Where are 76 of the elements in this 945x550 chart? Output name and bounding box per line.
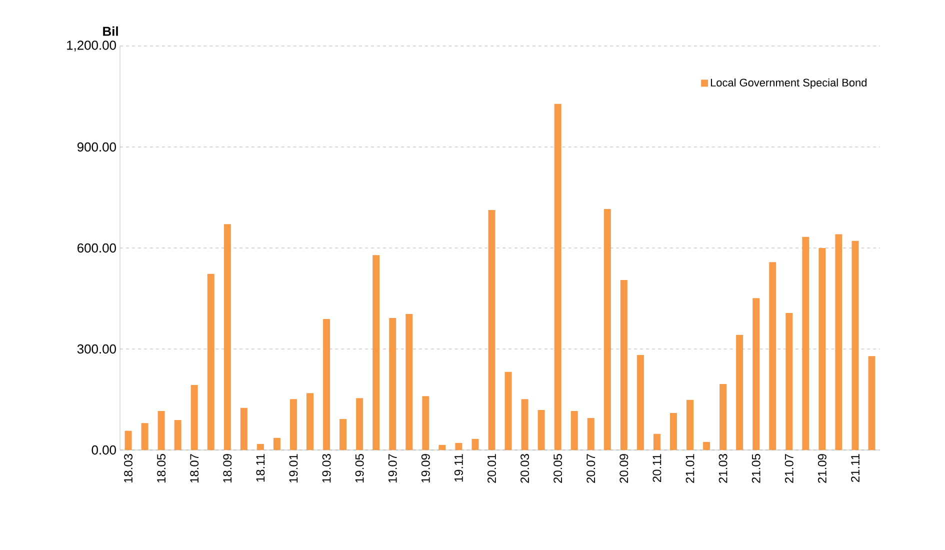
x-tick-label: 20.09 [620, 454, 628, 483]
x-tick-label: 18.03 [124, 454, 132, 483]
bar [604, 208, 611, 450]
bar [273, 438, 280, 450]
bar [587, 418, 594, 450]
bar [769, 262, 776, 450]
bar [521, 399, 528, 450]
x-tick-label: 18.07 [190, 454, 199, 483]
x-tick-label: 19.03 [322, 454, 331, 483]
x-tick-label: 19.05 [355, 454, 364, 483]
bar [356, 398, 364, 450]
bar [703, 442, 710, 450]
y-axis-title: Bil [103, 26, 118, 36]
bar [670, 412, 677, 450]
bar [488, 210, 496, 450]
bar [207, 274, 214, 450]
bar [802, 236, 810, 450]
bar [372, 255, 380, 450]
bar [422, 396, 430, 450]
x-tick-label: 21.07 [784, 454, 794, 483]
bar [472, 438, 479, 450]
bar [720, 384, 727, 450]
x-tick-label: 18.11 [256, 454, 265, 482]
x-tick-label: 18.05 [157, 454, 166, 483]
bar [653, 434, 660, 450]
y-tick-label: 0.00 [92, 445, 116, 455]
bar [240, 408, 248, 450]
legend-label: Local Government Special Bond [710, 78, 866, 89]
bar [554, 104, 562, 450]
bar [224, 224, 231, 450]
bar [323, 319, 330, 450]
x-tick-label: 19.09 [421, 454, 430, 483]
x-tick-label: 21.09 [818, 454, 826, 483]
bar [124, 430, 132, 450]
x-tick-label: 18.09 [223, 454, 232, 483]
bar [868, 356, 876, 450]
bar [438, 444, 446, 450]
bar [818, 248, 826, 450]
bar [736, 334, 744, 450]
bar [306, 393, 314, 450]
bar [504, 372, 512, 450]
bar [835, 234, 842, 450]
bar [570, 410, 578, 450]
x-tick-label: 19.07 [388, 454, 397, 483]
bar [290, 399, 297, 450]
y-tick-label: 1,200.00 [67, 40, 116, 52]
x-tick-label: 20.07 [586, 454, 596, 483]
x-tick-label: 20.11 [652, 454, 662, 482]
bar [389, 318, 396, 450]
bar [340, 419, 347, 450]
bar [786, 312, 793, 450]
y-tick-label: 300.00 [77, 344, 116, 354]
x-tick-label: 21.11 [851, 454, 860, 482]
x-tick-label: 20.05 [554, 454, 562, 483]
bar [190, 385, 198, 450]
x-tick-label: 21.03 [718, 454, 728, 483]
bar [752, 298, 760, 450]
y-tick-label: 900.00 [77, 142, 116, 152]
x-tick-label: 21.01 [686, 454, 694, 483]
bar [686, 400, 694, 450]
y-tick-label: 600.00 [78, 243, 116, 253]
bar [455, 442, 462, 450]
x-tick-label: 19.01 [289, 454, 298, 483]
bar [538, 410, 545, 450]
bar [141, 423, 148, 450]
bar [620, 280, 628, 450]
x-tick-label: 21.05 [752, 454, 760, 483]
x-tick-label: 19.11 [454, 454, 463, 482]
bar [636, 355, 644, 450]
bar [174, 420, 182, 450]
bar [406, 314, 413, 450]
x-tick-label: 20.03 [520, 454, 530, 483]
x-tick-label: 20.01 [488, 454, 496, 483]
bar [852, 240, 859, 450]
bar [256, 444, 264, 450]
bar [158, 410, 165, 450]
